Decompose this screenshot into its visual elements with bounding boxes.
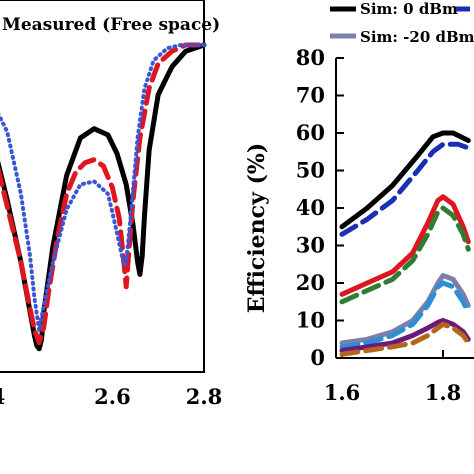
right-y-tick-label: 30	[296, 233, 325, 258]
right-y-tick-label: 0	[310, 345, 325, 370]
right-y-tick-label: 70	[296, 83, 325, 108]
right-x-tick-label: 1.6	[324, 380, 361, 405]
right-series-group	[339, 130, 471, 357]
right-y-tick-label: 10	[296, 308, 325, 333]
right-y-tick-label: 80	[296, 45, 325, 70]
right-series-line-6	[339, 280, 471, 350]
panel-annotation: Measured (Free space)	[2, 15, 220, 35]
right-series-line-8	[339, 321, 471, 357]
y-axis-title: Efficiency (%)	[244, 143, 270, 314]
right-series-line-2	[339, 141, 471, 237]
right-x-tick-label: 1.8	[425, 380, 462, 405]
legend-label: Sim: 0 dBm	[360, 0, 458, 18]
left-panel: Measured (Free space) 4 2.6 2.8	[0, 0, 222, 409]
left-series-line-2	[0, 42, 207, 346]
left-x-tick-label: 2.8	[186, 384, 223, 409]
right-series-line-7	[339, 318, 471, 353]
right-series-line-1	[339, 130, 471, 230]
right-series-line-4	[339, 205, 471, 305]
left-series-line-1	[0, 42, 207, 352]
right-y-tick-label: 50	[296, 158, 325, 183]
legend: Sim: 0 dBm Sim: -20 dBm	[330, 0, 474, 46]
left-x-tick-label: 2.6	[94, 384, 131, 409]
left-x-tick-labels: 4 2.6 2.8	[0, 384, 222, 409]
legend-label: Sim: -20 dBm	[360, 28, 474, 46]
left-series-group	[0, 42, 207, 352]
right-y-tick-label: 60	[296, 120, 325, 145]
left-plot-frame	[0, 0, 205, 373]
left-x-tick-label: 4	[0, 384, 5, 409]
right-y-tick-label: 40	[296, 195, 325, 220]
right-y-ticks: 0 10 20 30 40 50 60 70 80	[296, 45, 344, 370]
left-series-line-3	[0, 43, 206, 333]
right-series-line-3	[339, 194, 471, 297]
right-y-tick-label: 20	[296, 270, 325, 295]
